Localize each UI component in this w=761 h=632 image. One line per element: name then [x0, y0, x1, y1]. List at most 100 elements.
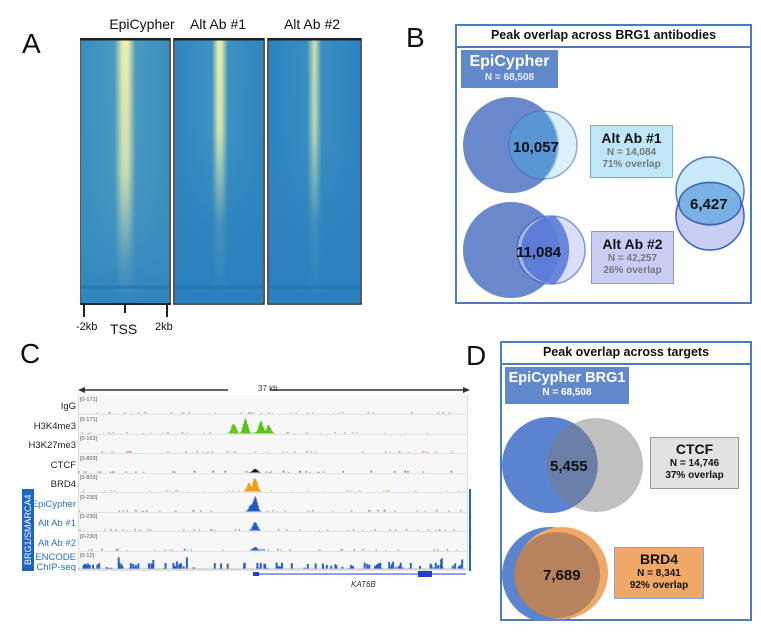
- group-label-brg1: BRG1/SMARCA4: [22, 489, 34, 571]
- signal-peak: [242, 423, 244, 433]
- signal-bar: [306, 450, 308, 453]
- signal-peak: [229, 431, 231, 433]
- signal-bar: [140, 510, 143, 511]
- signal-bar: [440, 559, 443, 570]
- axis-tick-left: [83, 303, 85, 317]
- signal-bar: [209, 529, 212, 531]
- signal-bar: [437, 565, 440, 570]
- signal-bar: [116, 548, 118, 550]
- signal-peak: [249, 505, 251, 511]
- signal-bar: [202, 491, 204, 492]
- signal-bar: [88, 549, 90, 550]
- signal-bar: [167, 432, 169, 433]
- signal-bar: [112, 431, 115, 433]
- signal-bar: [126, 431, 128, 433]
- signal-bar: [435, 529, 437, 531]
- heatmaps: [80, 38, 362, 305]
- signal-bar: [220, 563, 223, 570]
- signal-bar: [150, 563, 153, 570]
- signal-bar: [436, 509, 438, 511]
- signal-bar: [101, 451, 103, 453]
- signal-peak: [236, 428, 238, 433]
- signal-bar: [322, 471, 325, 472]
- signal-bar: [411, 411, 413, 414]
- signal-bar: [451, 565, 454, 570]
- signal-bar: [146, 510, 149, 511]
- signal-bar: [260, 412, 263, 414]
- signal-bar: [115, 529, 117, 531]
- signal-bar: [177, 490, 179, 492]
- signal-bar: [85, 471, 87, 472]
- signal-bar: [290, 563, 293, 570]
- signal-bar: [224, 470, 227, 472]
- signal-bar: [275, 562, 278, 570]
- signal-peak: [245, 419, 247, 433]
- signal-bar: [214, 412, 216, 414]
- axis-line: [81, 303, 171, 305]
- signal-peak: [271, 429, 273, 433]
- signal-bar: [325, 564, 328, 570]
- signal-bar: [424, 451, 427, 453]
- signal-bar: [130, 451, 132, 453]
- axis-label-minus-2kb: -2kb: [76, 321, 98, 333]
- signal-bar: [129, 451, 131, 453]
- signal-peak: [259, 510, 261, 511]
- signal-peak: [257, 526, 259, 531]
- signal-bar: [161, 432, 163, 433]
- panel-b-title: Peak overlap across BRG1 antibodies: [457, 26, 750, 48]
- signal-bar: [190, 548, 192, 550]
- signal-bar: [281, 562, 283, 570]
- signal-bar: [83, 471, 85, 472]
- signal-bar: [79, 529, 81, 531]
- signal-bar: [165, 490, 167, 492]
- signal-peak: [258, 508, 260, 511]
- signal-bar: [458, 565, 461, 570]
- heatmap-epicypher: [80, 38, 171, 305]
- signal-bar: [252, 412, 255, 414]
- signal-peak: [257, 548, 259, 550]
- signal-bar: [284, 510, 286, 511]
- signal-bar: [234, 451, 236, 453]
- signal-bar: [107, 431, 110, 433]
- track-signal: [78, 478, 466, 493]
- signal-bar: [89, 431, 91, 433]
- signal-bar: [171, 548, 173, 550]
- signal-bar: [238, 490, 241, 492]
- signal-peak: [252, 506, 254, 511]
- signal-peak: [255, 546, 257, 550]
- signal-bar: [185, 557, 188, 570]
- signal-bar: [308, 510, 311, 511]
- signal-peak: [256, 525, 258, 531]
- signal-bar: [319, 549, 321, 550]
- signal-bar: [369, 509, 371, 511]
- signal-bar: [417, 529, 419, 531]
- signal-bar: [407, 470, 409, 472]
- signal-peak: [257, 504, 259, 511]
- signal-bar: [342, 470, 344, 472]
- signal-bar: [229, 452, 231, 453]
- signal-bar: [399, 562, 402, 570]
- heatmap-title-alt-ab-2: Alt Ab #2: [283, 16, 341, 32]
- track-range: [0-230]: [80, 494, 98, 501]
- signal-bar: [136, 567, 138, 570]
- signal-bar: [101, 548, 103, 550]
- signal-bar: [266, 451, 268, 453]
- signal-peak: [257, 470, 259, 472]
- signal-bar: [427, 451, 429, 453]
- panel-letter-a: A: [22, 28, 41, 59]
- signal-peak: [252, 524, 254, 531]
- signal-peak: [255, 432, 257, 433]
- signal-bar: [272, 509, 274, 511]
- signal-bar: [264, 564, 267, 570]
- reference-label-epicypher: EpiCypher N = 68,508: [461, 50, 558, 88]
- signal-bar: [446, 490, 448, 492]
- track-label: BRD4: [50, 479, 76, 490]
- signal-peak: [267, 424, 269, 433]
- signal-peak: [254, 478, 256, 492]
- signal-bar: [133, 567, 136, 570]
- panel-letter-b: B: [406, 22, 425, 53]
- signal-bar: [338, 412, 341, 414]
- signal-bar: [193, 470, 196, 472]
- signal-bar: [226, 563, 229, 570]
- signal-bar: [352, 565, 354, 570]
